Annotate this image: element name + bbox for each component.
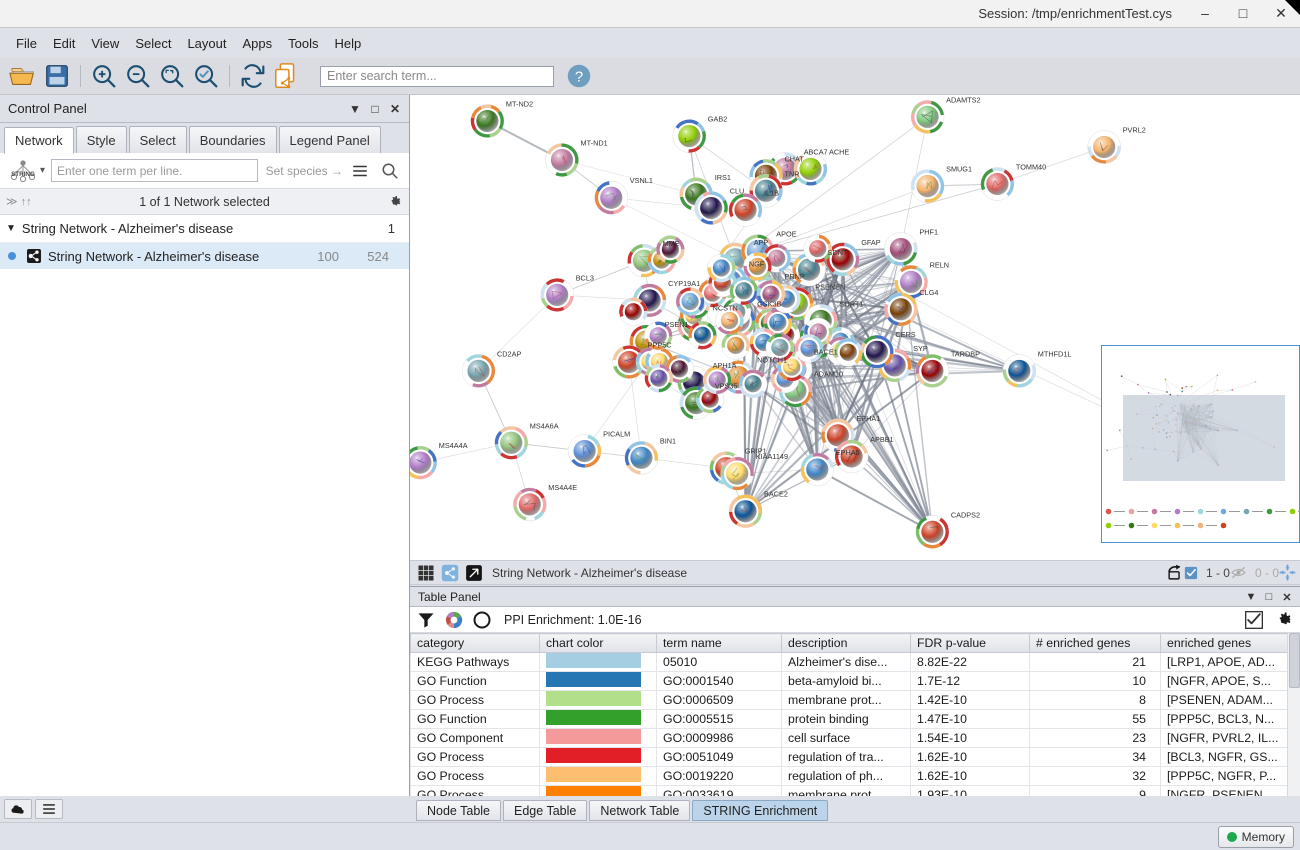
svg-text:STRING: STRING <box>11 171 35 178</box>
svg-text:NCSTN: NCSTN <box>713 304 738 313</box>
svg-text:MTHFD1L: MTHFD1L <box>1038 349 1072 358</box>
svg-text:EPHA1: EPHA1 <box>856 414 880 423</box>
svg-text:KIAA1149: KIAA1149 <box>756 452 788 461</box>
svg-text:ADAM10: ADAM10 <box>814 369 843 378</box>
svg-text:SYP: SYP <box>913 344 928 353</box>
svg-text:BACE1: BACE1 <box>814 347 838 356</box>
svg-text:PRNP: PRNP <box>785 272 805 281</box>
svg-text:APBB1: APBB1 <box>870 435 894 444</box>
svg-text:MS4A6A: MS4A6A <box>530 421 559 430</box>
svg-text:BIN1: BIN1 <box>660 436 676 445</box>
svg-text:BCL3: BCL3 <box>576 273 594 282</box>
svg-text:EPHA5: EPHA5 <box>836 448 860 457</box>
svg-text:NOTCH1: NOTCH1 <box>757 356 787 365</box>
svg-text:GSK3B: GSK3B <box>757 299 781 308</box>
svg-text:CLU: CLU <box>730 187 745 196</box>
svg-text:CYP19A1: CYP19A1 <box>668 279 700 288</box>
svg-text:SDNT: SDNT <box>828 248 848 257</box>
svg-text:PSEN1: PSEN1 <box>665 320 689 329</box>
svg-text:CLG4: CLG4 <box>919 288 938 297</box>
svg-text:MS4A4E: MS4A4E <box>548 483 577 492</box>
svg-text:PVRL2: PVRL2 <box>1123 126 1146 135</box>
svg-text:CD2AP: CD2AP <box>497 349 521 358</box>
svg-text:CHAT: CHAT <box>785 154 805 163</box>
svg-text:VSNL1: VSNL1 <box>630 176 653 185</box>
svg-text:VPS35: VPS35 <box>715 382 738 391</box>
svg-text:ADAMTS2: ADAMTS2 <box>946 95 980 104</box>
svg-text:APOE: APOE <box>776 230 796 239</box>
svg-text:MME: MME <box>663 239 680 248</box>
svg-text:CADPS2: CADPS2 <box>951 510 980 519</box>
svg-text:TARDBP: TARDBP <box>951 349 980 358</box>
svg-text:RELN: RELN <box>930 260 949 269</box>
svg-text:PPP5C: PPP5C <box>648 341 672 350</box>
svg-text:ABCA7: ABCA7 <box>804 147 828 156</box>
svg-text:BACE2: BACE2 <box>764 490 788 499</box>
svg-text:SORT1: SORT1 <box>839 299 863 308</box>
svg-text:APH1A: APH1A <box>713 361 737 370</box>
svg-text:ACHE: ACHE <box>829 147 849 156</box>
svg-text:CERS: CERS <box>895 330 915 339</box>
svg-text:GFAP: GFAP <box>861 238 881 247</box>
svg-text:TNR: TNR <box>785 169 800 178</box>
svg-text:IRS1: IRS1 <box>715 173 731 182</box>
svg-text:APP: APP <box>754 238 769 247</box>
svg-text:MT-ND1: MT-ND1 <box>581 139 608 148</box>
svg-text:NGF: NGF <box>749 260 765 269</box>
svg-text:MT-ND2: MT-ND2 <box>506 100 533 109</box>
svg-text:GAB2: GAB2 <box>708 115 727 124</box>
svg-text:PICALM: PICALM <box>603 430 630 439</box>
svg-text:PHF1: PHF1 <box>919 228 938 237</box>
svg-text:MS4A4A: MS4A4A <box>439 441 468 450</box>
svg-text:IL1B: IL1B <box>764 189 779 198</box>
svg-text:TOMM40: TOMM40 <box>1016 163 1046 172</box>
svg-text:SMUG1: SMUG1 <box>946 165 972 174</box>
svg-text:PSENEN: PSENEN <box>815 282 845 291</box>
svg-text:?: ? <box>575 69 583 86</box>
